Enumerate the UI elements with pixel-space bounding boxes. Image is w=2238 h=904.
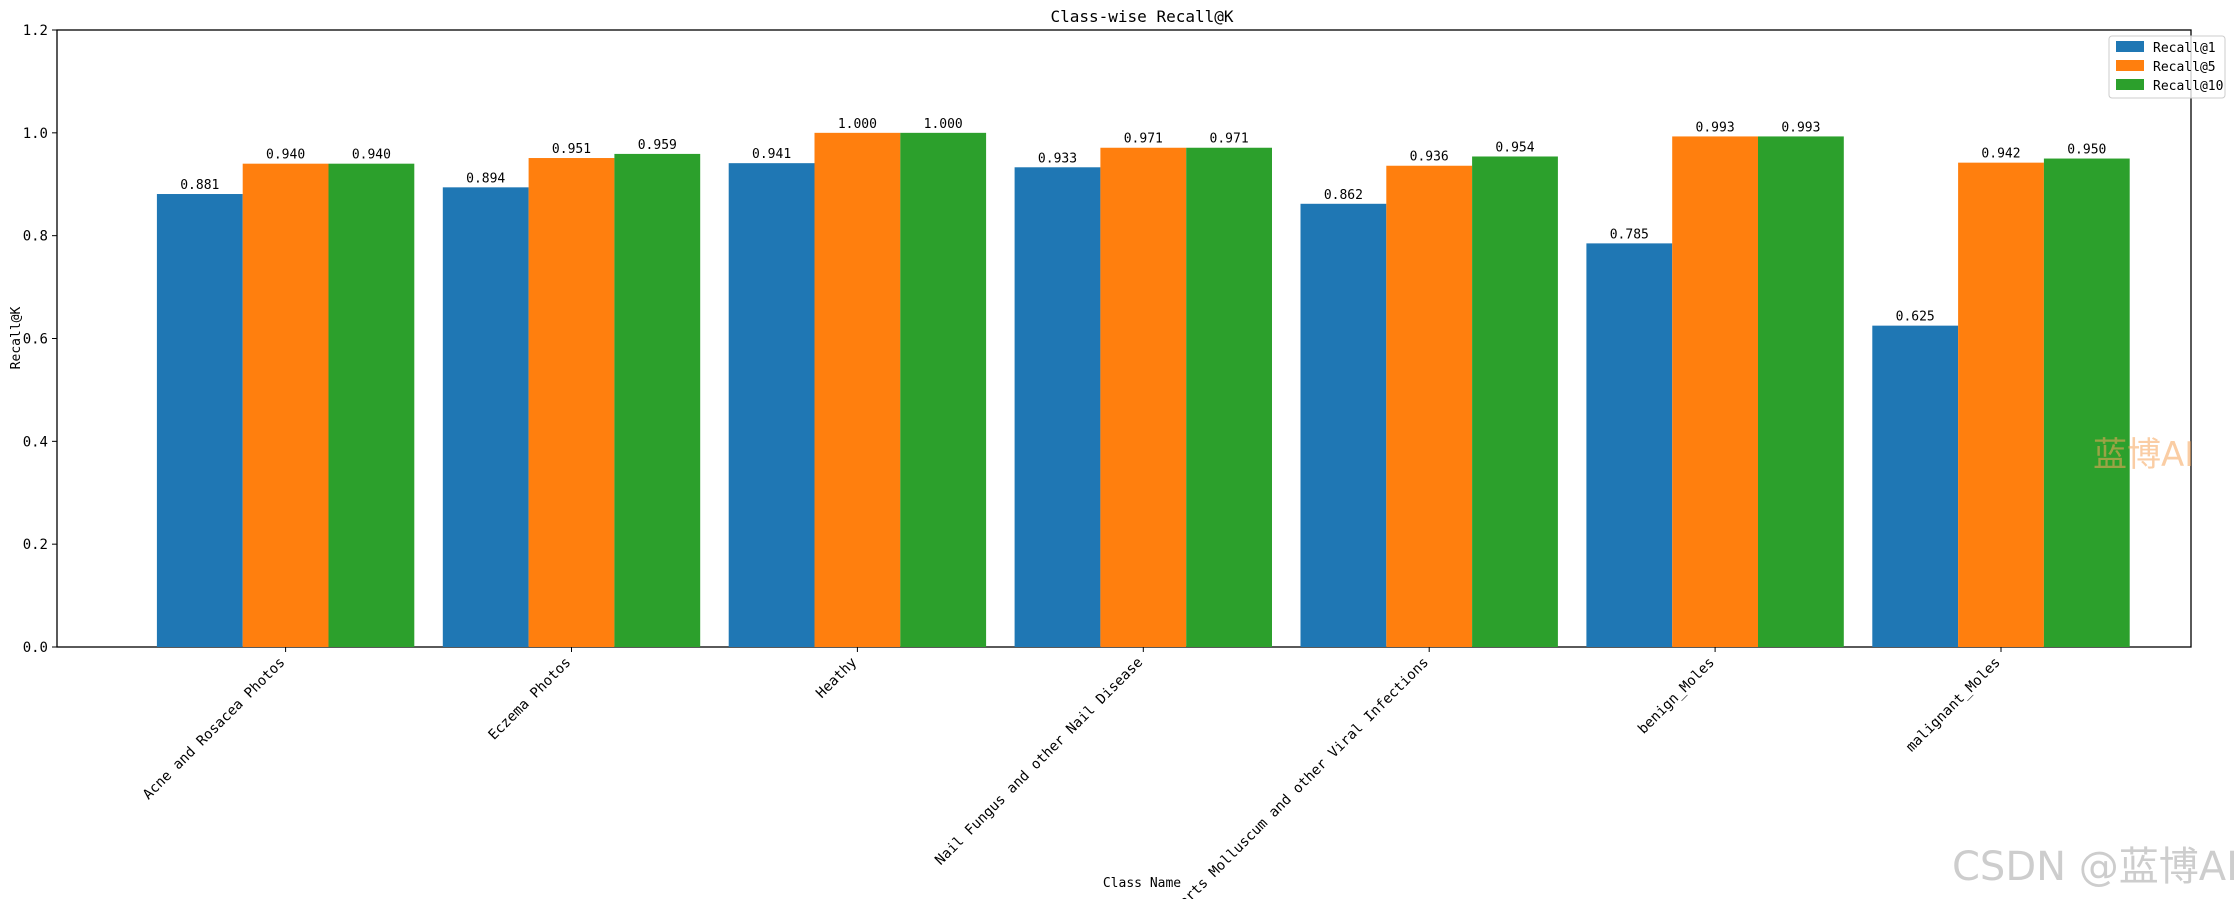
- bar-value-label: 0.862: [1324, 188, 1363, 203]
- bar-recall-10-5: [1758, 136, 1844, 647]
- watermark-center: 蓝博AI: [2093, 435, 2194, 475]
- y-tick-label: 0.2: [23, 537, 48, 553]
- bar-recall-5-6: [1958, 162, 2044, 647]
- bar-recall-5-4: [1386, 165, 1473, 648]
- bar-value-label: 0.940: [352, 148, 391, 163]
- y-tick-label: 1.2: [23, 23, 48, 39]
- legend-swatch: [2116, 41, 2144, 52]
- bar-value-label: 0.785: [1610, 227, 1649, 242]
- y-tick-label: 0.0: [23, 640, 48, 656]
- bar-recall-1-4: [1300, 203, 1387, 647]
- legend: Recall@1 Recall@5 Recall@10: [2108, 35, 2226, 99]
- chart-title: Class-wise Recall@K: [1050, 7, 1233, 26]
- bar-value-label: 0.625: [1896, 310, 1935, 325]
- bar-recall-10-1: [614, 153, 701, 647]
- bar-value-label: 0.881: [180, 178, 219, 193]
- y-tick-label: 0.6: [23, 332, 48, 348]
- bar-value-label: 0.971: [1210, 132, 1249, 147]
- bar-value-label: 1.000: [838, 117, 877, 132]
- bar-value-label: 0.993: [1696, 120, 1735, 135]
- x-axis-label: Class Name: [1103, 876, 1181, 891]
- legend-label: Recall@5: [2153, 60, 2216, 75]
- bars-layer: [156, 132, 2130, 648]
- bar-recall-1-5: [1586, 243, 1673, 648]
- legend-label: Recall@1: [2153, 41, 2216, 56]
- bar-recall-5-1: [528, 158, 615, 647]
- bar-recall-5-2: [814, 132, 901, 648]
- bar-recall-10-2: [900, 132, 987, 648]
- bar-value-label: 0.993: [1781, 120, 1820, 135]
- bar-recall-1-0: [156, 194, 243, 647]
- legend-items: Recall@1 Recall@5 Recall@10: [2116, 41, 2223, 94]
- bar-recall-1-2: [728, 163, 815, 647]
- bar-recall-1-3: [1014, 167, 1101, 647]
- y-axis-label: Recall@K: [9, 307, 24, 370]
- bar-value-label: 0.959: [638, 138, 677, 153]
- bar-value-label: 0.894: [466, 171, 505, 186]
- bar-recall-5-0: [242, 163, 329, 647]
- bar-value-label: 0.950: [2067, 143, 2106, 158]
- bar-value-label: 0.936: [1410, 150, 1449, 165]
- y-tick-label: 0.4: [23, 434, 48, 450]
- bar-value-label: 0.941: [752, 147, 791, 162]
- bar-value-label: 0.951: [552, 142, 591, 157]
- bar-value-label: 1.000: [924, 117, 963, 132]
- bar-recall-10-0: [328, 163, 415, 647]
- legend-swatch: [2116, 79, 2144, 90]
- bar-recall-1-1: [442, 187, 529, 647]
- y-axis: 0.0 0.2 0.4 0.6 0.8 1.0 1.2: [23, 23, 57, 656]
- bar-labels-layer: 0.881 0.940 0.940 0.894 0.951 0.959 0.941 1.000…: [180, 117, 2106, 325]
- bar-value-label: 0.954: [1495, 140, 1534, 155]
- bar-recall-5-3: [1100, 147, 1187, 647]
- bar-recall-5-5: [1672, 136, 1758, 647]
- bar-recall-1-6: [1872, 325, 1959, 647]
- bar-value-label: 0.971: [1124, 132, 1163, 147]
- watermark-csdn: CSDN @蓝博AI: [1952, 844, 2238, 890]
- bar-recall-10-6: [2043, 158, 2130, 647]
- bar-recall-10-4: [1472, 156, 1558, 648]
- legend-label: Recall@10: [2153, 79, 2223, 94]
- legend-swatch: [2116, 60, 2144, 71]
- bar-recall-10-3: [1186, 147, 1272, 647]
- bar-value-label: 0.940: [266, 148, 305, 163]
- bar-value-label: 0.933: [1038, 151, 1077, 166]
- y-tick-label: 0.8: [23, 229, 48, 245]
- bar-value-label: 0.942: [1981, 147, 2020, 162]
- y-tick-label: 1.0: [23, 126, 48, 142]
